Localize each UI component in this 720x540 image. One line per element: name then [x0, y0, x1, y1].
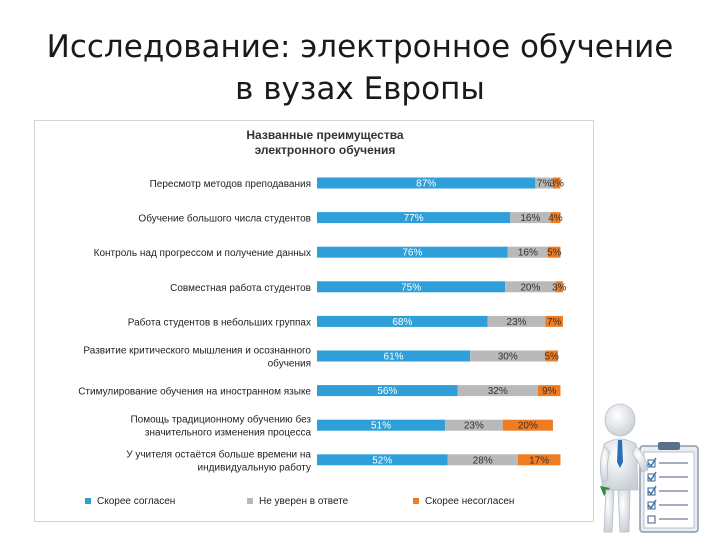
category-label: Развитие критического мышления и осознан… — [83, 346, 311, 357]
bar-segment — [317, 212, 511, 224]
data-label: 51% — [371, 421, 391, 432]
legend-label: Скорее несогласен — [425, 496, 514, 507]
data-label: 5% — [544, 352, 559, 363]
data-label: 32% — [488, 386, 508, 397]
category-label: значительного изменения процесса — [145, 428, 312, 439]
data-label: 68% — [392, 317, 412, 328]
category-label: Обучение большого числа студентов — [138, 213, 311, 225]
bar-segment — [317, 454, 448, 466]
data-label: 30% — [498, 352, 518, 363]
data-label: 16% — [520, 213, 540, 224]
data-label: 75% — [401, 282, 421, 293]
legend-label: Не уверен в ответе — [259, 496, 349, 507]
data-label: 4% — [548, 213, 563, 224]
data-label: 61% — [384, 352, 404, 363]
data-label: 87% — [416, 179, 436, 190]
data-label: 7% — [547, 317, 562, 328]
category-label: Пересмотр методов преподавания — [150, 179, 311, 190]
data-label: 52% — [372, 455, 392, 466]
category-label: Работа студентов в небольших группах — [128, 316, 311, 328]
data-label: 56% — [377, 386, 397, 397]
data-label: 23% — [507, 317, 527, 328]
data-label: 16% — [518, 248, 538, 259]
data-label: 28% — [473, 455, 493, 466]
legend-swatch — [413, 498, 419, 504]
category-label: Контроль над прогрессом и получение данн… — [94, 248, 311, 259]
bar-segment — [317, 385, 458, 397]
data-label: 17% — [529, 455, 549, 466]
data-label: 7% — [537, 179, 552, 190]
legend-swatch — [247, 498, 253, 504]
bar-segment — [555, 281, 563, 293]
bar-segment — [470, 350, 546, 362]
data-label: 23% — [464, 421, 484, 432]
category-label: Помощь традиционному обучению без — [130, 414, 311, 426]
chart-title-line: электронного обучения — [255, 143, 396, 157]
category-label: Стимулирование обучения на иностранном я… — [78, 386, 311, 398]
bar-segment — [545, 350, 558, 362]
chart-title-line: Названные преимущества — [246, 128, 404, 142]
bar-segment — [457, 385, 538, 397]
legend-swatch — [85, 498, 91, 504]
data-label: 3% — [552, 282, 567, 293]
data-label: 77% — [404, 213, 424, 224]
bar-segment — [317, 177, 536, 189]
data-label: 20% — [518, 421, 538, 432]
category-label: обучения — [268, 358, 311, 370]
bar-segment — [550, 212, 561, 224]
bar-segment — [487, 315, 546, 327]
data-label: 20% — [520, 282, 540, 293]
bar-segment — [535, 177, 553, 189]
data-label: 76% — [402, 248, 422, 259]
bar-segment — [447, 454, 518, 466]
bar-segment — [317, 350, 471, 362]
chart-panel: Названные преимущества электронного обуче… — [34, 120, 594, 522]
bar-segment — [317, 246, 508, 258]
data-label: 3% — [549, 179, 564, 190]
category-label: У учителя остаётся больше времени на — [126, 448, 311, 460]
data-label: 9% — [542, 386, 557, 397]
bar-segment — [317, 315, 488, 327]
bar-segment — [545, 315, 563, 327]
category-label: Совместная работа студентов — [170, 282, 311, 294]
bar-segment — [537, 385, 561, 397]
data-label: 5% — [547, 248, 562, 259]
bar-segment — [317, 419, 446, 431]
bar-segment — [510, 212, 551, 224]
person-with-checklist-icon — [600, 403, 699, 533]
bar-segment — [317, 281, 506, 293]
bar-segment — [502, 419, 553, 431]
bar-segment — [445, 419, 503, 431]
bar-segment — [547, 246, 561, 258]
legend-label: Скорее согласен — [97, 496, 175, 507]
bar-segment — [507, 246, 548, 258]
category-label: индивидуальную работу — [198, 461, 311, 473]
slide-title: Исследование: электронное обучение в вуз… — [46, 29, 674, 107]
bar-segment — [517, 454, 561, 466]
bar-segment — [505, 281, 556, 293]
bar-segment — [552, 177, 561, 189]
